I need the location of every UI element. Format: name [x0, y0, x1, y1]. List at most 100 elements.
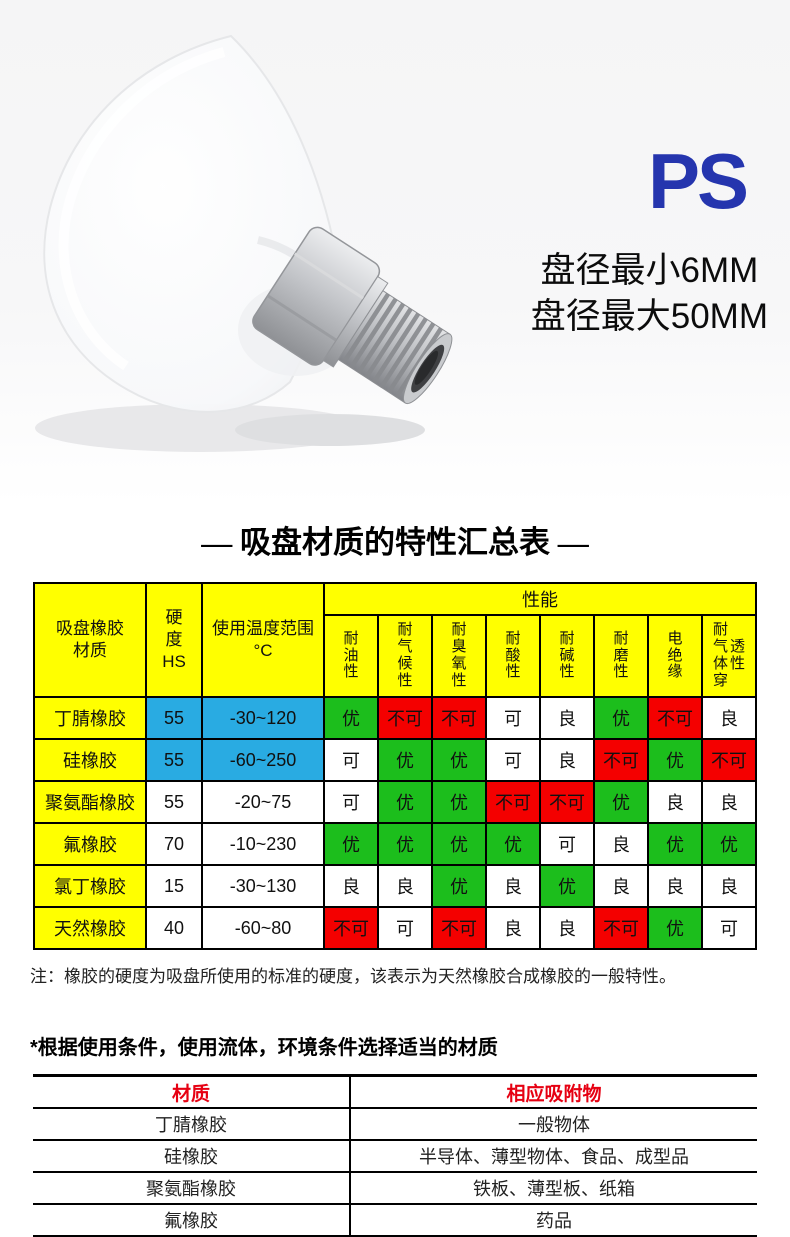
hardness-column-header: 硬 度 HS [145, 582, 203, 698]
perf-column-header: 耐 磨 性 [593, 614, 649, 698]
app-cell: 氟橡胶 [33, 1204, 351, 1236]
suction-cup-photo [35, 34, 453, 452]
rating-cell: 不可 [593, 738, 649, 782]
material-column-header: 吸盘橡胶 材质 [33, 582, 147, 698]
material-row: 氟橡胶 70 -10~230 优优优优可良优优 [33, 822, 757, 866]
rating-cell: 优 [323, 822, 379, 866]
product-photo-section: PS 盘径最小6MM 盘径最大50MM [0, 0, 790, 505]
material-row: 硅橡胶 55 -60~250 可优优可良不可优不可 [33, 738, 757, 782]
materials-header-row: 吸盘橡胶 材质 硬 度 HS 使用温度范围 °C 性能 [33, 582, 757, 698]
rating-cell: 良 [647, 780, 703, 824]
materials-tbody: 丁腈橡胶 55 -30~120 优不可 不可可良优不可良硅橡胶 55 -60~250 可优优可… [33, 696, 757, 950]
perf-column-header: 耐 酸 性 [485, 614, 541, 698]
materials-table: 吸盘橡胶 材质 硬 度 HS 使用温度范围 °C 性能 耐 油 性耐 气 候 性… [33, 582, 757, 950]
temp-range-cell: -20~75 [201, 780, 325, 824]
hardness-cell: 55 [145, 780, 203, 824]
material-name-cell: 丁腈橡胶 [33, 696, 147, 740]
rating-cell: 可 [701, 906, 757, 950]
app-cell: 硅橡胶 [33, 1140, 351, 1172]
rating-cell: 良 [701, 864, 757, 908]
rating-cell: 不可 [431, 696, 487, 740]
application-table: 材质 相应吸附物 丁腈橡胶 一般物体硅橡胶 半导体、薄型物体、食品、成型品聚氨酯橡胶 铁… [33, 1074, 757, 1237]
hardness-cell: 15 [145, 864, 203, 908]
app-column-header: 相应吸附物 [506, 1083, 602, 1105]
rating-cell: 良 [539, 738, 595, 782]
rating-cell: 优 [593, 696, 649, 740]
temp-range-cell: -60~80 [201, 906, 325, 950]
rating-cell: 优 [431, 738, 487, 782]
rating-cell: 优 [377, 738, 433, 782]
app-column-header: 材质 [33, 1075, 351, 1108]
rating-cell: 良 [593, 864, 649, 908]
rating-cell: 优 [431, 822, 487, 866]
size-spec-text: 盘径最小6MM 盘径最大50MM [530, 251, 768, 336]
rating-cell: 良 [593, 822, 649, 866]
material-name-cell: 氯丁橡胶 [33, 864, 147, 908]
rating-cell: 优 [593, 780, 649, 824]
material-name-cell: 氟橡胶 [33, 822, 147, 866]
rating-cell: 可 [485, 696, 541, 740]
app-tbody: 丁腈橡胶 一般物体硅橡胶 半导体、薄型物体、食品、成型品聚氨酯橡胶 铁板、薄型板、纸箱… [33, 1108, 757, 1236]
material-row: 聚氨酯橡胶 55 -20~75 可优优不可 不可优良良 [33, 780, 757, 824]
material-name-cell: 天然橡胶 [33, 906, 147, 950]
rating-cell: 优 [647, 822, 703, 866]
section-title: — 吸盘材质的特性汇总表 — [201, 525, 589, 560]
rating-cell: 良 [647, 864, 703, 908]
table-note: 注：橡胶的硬度为吸盘所使用的标准的硬度，该表示为天然橡胶合成橡胶的一般特性。 [30, 967, 676, 986]
rating-cell: 优 [647, 906, 703, 950]
brand-logo: PS [647, 137, 749, 225]
rating-cell: 良 [377, 864, 433, 908]
app-row: 丁腈橡胶 一般物体 [33, 1108, 757, 1140]
rating-cell: 优 [485, 822, 541, 866]
material-row: 天然橡胶 40 -60~80 不可可不可良良不可优可 [33, 906, 757, 950]
rating-cell: 优 [701, 822, 757, 866]
rating-cell: 不可 [485, 780, 541, 824]
app-header-row: 材质 相应吸附物 [33, 1075, 757, 1108]
app-cell: 丁腈橡胶 [33, 1108, 351, 1140]
rating-cell: 良 [323, 864, 379, 908]
rating-cell: 不可 [593, 906, 649, 950]
app-row: 氟橡胶 药品 [33, 1204, 757, 1236]
selection-heading: *根据使用条件，使用流体，环境条件选择适当的材质 [30, 1037, 498, 1059]
rating-cell: 可 [323, 738, 379, 782]
material-name-cell: 聚氨酯橡胶 [33, 780, 147, 824]
hardness-cell: 55 [145, 738, 203, 782]
rating-cell: 不可 [377, 696, 433, 740]
rating-cell: 可 [485, 738, 541, 782]
rating-cell: 优 [431, 864, 487, 908]
temp-range-cell: -60~250 [201, 738, 325, 782]
rating-cell: 可 [323, 780, 379, 824]
hardness-cell: 70 [145, 822, 203, 866]
temp-range-cell: -30~120 [201, 696, 325, 740]
rating-cell: 优 [539, 864, 595, 908]
rating-cell: 不可 [539, 780, 595, 824]
perf-column-header: 电 绝 缘 [647, 614, 703, 698]
perf-column-header: 耐 油 性 [323, 614, 379, 698]
perf-column-header: 耐 臭 氧 性 [431, 614, 487, 698]
material-row: 氯丁橡胶 15 -30~130 良良优良优良良良 [33, 864, 757, 908]
perf-column-header: 耐 气 候 性 [377, 614, 433, 698]
rating-cell: 不可 [647, 696, 703, 740]
app-cell: 一般物体 [518, 1115, 590, 1135]
app-row: 聚氨酯橡胶 铁板、薄型板、纸箱 [33, 1172, 757, 1204]
performance-group-header: 性能 [323, 582, 757, 616]
rating-cell: 优 [377, 780, 433, 824]
rating-cell: 不可 [323, 906, 379, 950]
rating-cell: 优 [323, 696, 379, 740]
hardness-cell: 40 [145, 906, 203, 950]
rating-cell: 可 [539, 822, 595, 866]
rating-cell: 良 [701, 780, 757, 824]
temp-range-cell: -30~130 [201, 864, 325, 908]
app-cell: 半导体、薄型物体、食品、成型品 [419, 1147, 689, 1167]
rating-cell: 不可 [431, 906, 487, 950]
perf-subheader-row: 耐 油 性耐 气 候 性耐 臭 氧 性耐 酸 性耐 碱 性耐 磨 性电 绝 缘耐… [34, 614, 757, 698]
rating-cell: 优 [431, 780, 487, 824]
app-cell: 铁板、薄型板、纸箱 [473, 1179, 635, 1199]
rating-cell: 良 [485, 906, 541, 950]
rating-cell: 良 [539, 906, 595, 950]
temp-column-header: 使用温度范围 °C [201, 582, 325, 698]
perf-column-header: 耐 碱 性 [539, 614, 595, 698]
rating-cell: 可 [377, 906, 433, 950]
hardness-cell: 55 [145, 696, 203, 740]
rating-cell: 优 [377, 822, 433, 866]
